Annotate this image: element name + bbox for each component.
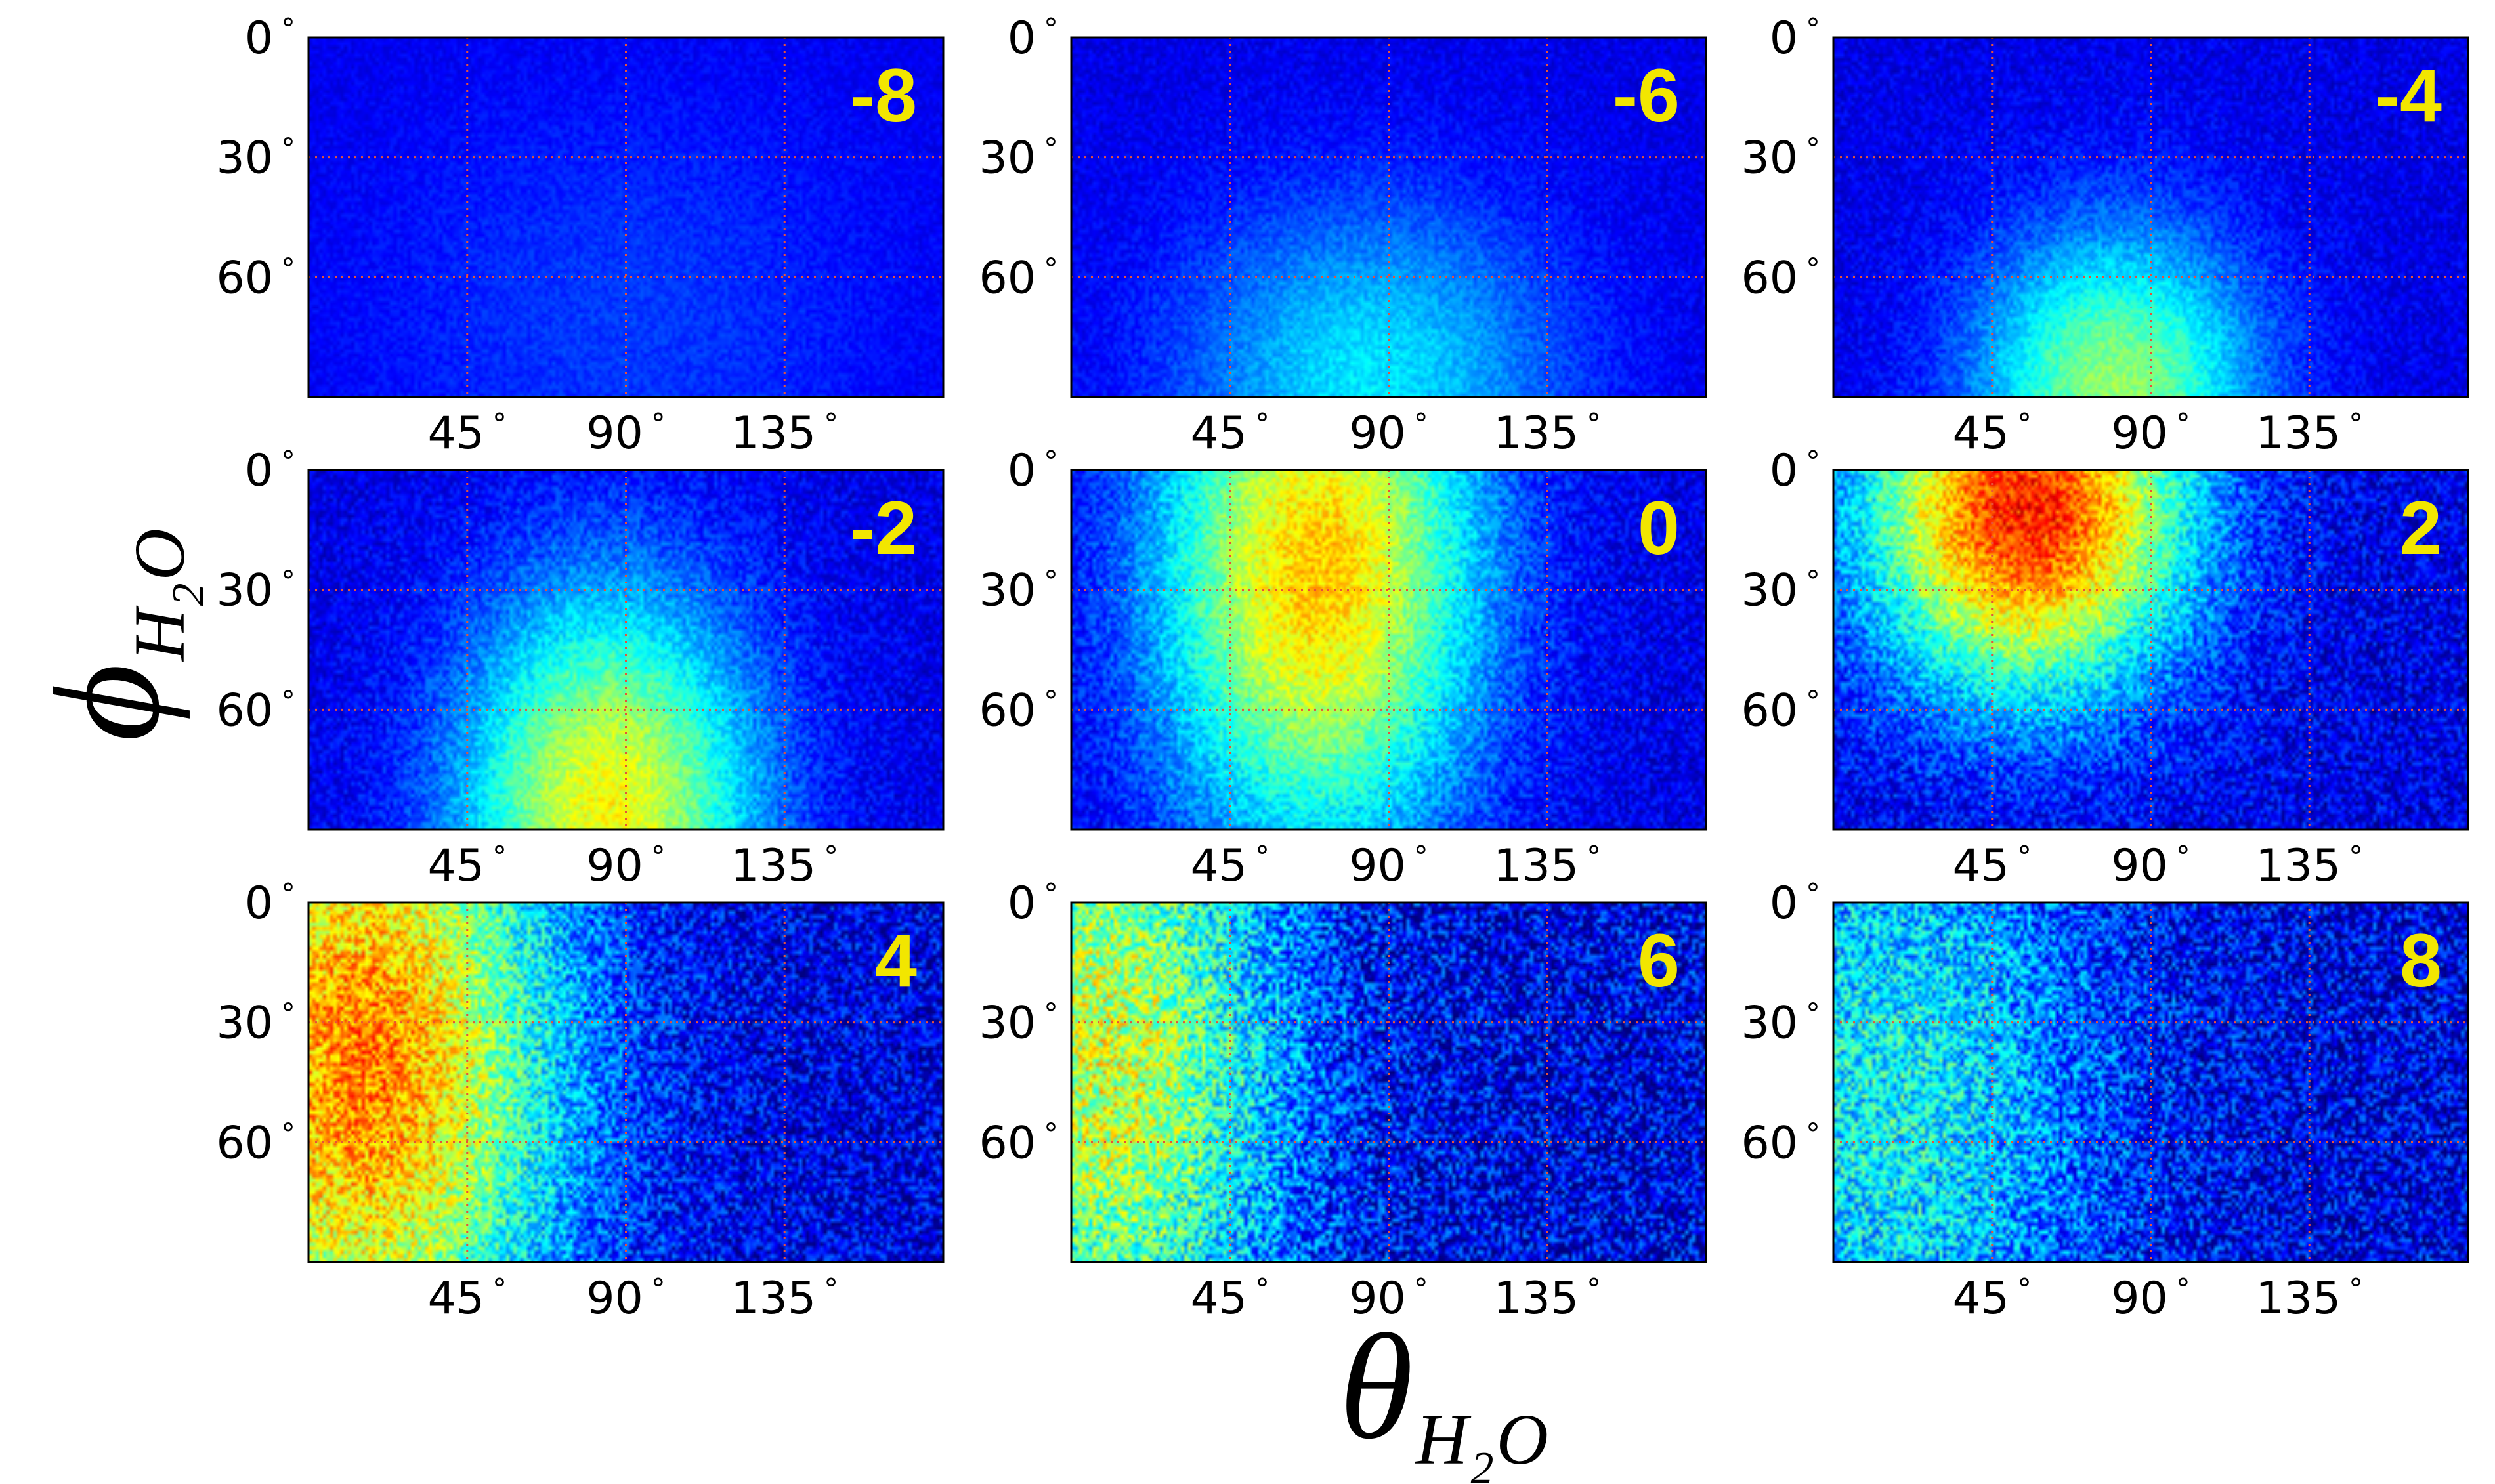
x-axis-label-subscript-o: O [1496,1399,1548,1479]
x-tick-label: 135 ° [2255,1273,2363,1325]
x-tick-label: 90 ° [1349,408,1428,459]
x-axis-label-subscript-h: H [1415,1399,1472,1479]
x-tick-label: 45 ° [1952,408,2032,459]
panel-frame [1070,469,1707,831]
x-tick-label: 90 ° [2111,408,2190,459]
y-tick-label: 0 ° [1008,12,1058,64]
y-tick-label: 30 ° [1741,565,1820,617]
x-tick-label: 45 ° [1952,840,2032,892]
panel-frame [1832,36,2469,398]
x-tick-label: 90 ° [2111,840,2190,892]
panel-label: 0 [1638,486,1680,570]
panel-label: -6 [1613,54,1680,138]
heatmap-panel: 45 ° 90 ° 135 ° 0 ° 30 ° 60 ° -2 [216,445,945,892]
x-tick-label: 90 ° [2111,1273,2190,1325]
panel-frame [307,469,945,831]
y-tick-label: 30 ° [1741,998,1820,1049]
x-axis-label: θ H 2 O [1339,1303,1548,1484]
x-tick-label: 45 ° [1190,840,1269,892]
y-tick-label: 60 ° [1741,252,1820,304]
panel-frame [1832,469,2469,831]
panel-frame [1070,36,1707,398]
y-axis-label-subscript-o: O [119,528,200,580]
x-tick-label: 90 ° [586,408,666,459]
panel-frame [307,901,945,1263]
heatmap-panel: 45 ° 90 ° 135 ° 0 ° 30 ° 60 ° 4 [216,878,945,1325]
y-tick-label: 60 ° [979,1117,1058,1169]
x-tick-label: 90 ° [586,840,666,892]
y-tick-label: 60 ° [1741,685,1820,736]
y-tick-label: 0 ° [245,445,295,497]
x-tick-label: 45 ° [1952,1273,2032,1325]
y-axis-label: ϕ H 2 O [23,528,214,742]
y-tick-label: 60 ° [216,252,295,304]
y-tick-label: 60 ° [979,685,1058,736]
x-tick-label: 90 ° [586,1273,666,1325]
x-tick-label: 45 ° [427,408,507,459]
y-tick-label: 60 ° [979,252,1058,304]
x-tick-label: 90 ° [1349,1273,1428,1325]
x-tick-label: 135 ° [731,408,838,459]
y-tick-label: 0 ° [245,878,295,929]
heatmap-panel: 45 ° 90 ° 135 ° 0 ° 30 ° 60 ° 6 [979,878,1707,1325]
x-tick-label: 135 ° [1493,408,1601,459]
heatmap-panel: 45 ° 90 ° 135 ° 0 ° 30 ° 60 ° -8 [216,12,945,459]
y-tick-label: 0 ° [1770,878,1820,929]
x-axis-label-symbol: θ [1339,1303,1413,1470]
panel-frame [1070,901,1707,1263]
y-tick-label: 0 ° [1008,878,1058,929]
heatmap-panel: 45 ° 90 ° 135 ° 0 ° 30 ° 60 ° 8 [1741,878,2469,1325]
y-tick-label: 60 ° [1741,1117,1820,1169]
y-tick-label: 0 ° [1770,12,1820,64]
y-tick-label: 60 ° [216,685,295,736]
x-tick-label: 135 ° [2255,408,2363,459]
panel-frame [1832,901,2469,1263]
y-tick-label: 60 ° [216,1117,295,1169]
panel-label: 6 [1638,919,1680,1003]
x-tick-label: 135 ° [731,1273,838,1325]
x-axis-label-subscript-2: 2 [1470,1443,1493,1484]
panel-label: -8 [850,54,917,138]
y-tick-label: 30 ° [979,998,1058,1049]
x-tick-label: 135 ° [2255,840,2363,892]
x-tick-label: 45 ° [1190,408,1269,459]
heatmap-panel: 45 ° 90 ° 135 ° 0 ° 30 ° 60 ° -4 [1741,12,2469,459]
y-axis-label-symbol: ϕ [23,664,190,742]
x-tick-label: 45 ° [427,1273,507,1325]
y-tick-label: 0 ° [245,12,295,64]
y-axis-label-subscript-h: H [119,605,200,662]
panel-label: -2 [850,486,917,570]
panel-label: -4 [2375,54,2442,138]
x-tick-label: 135 ° [1493,1273,1601,1325]
y-tick-label: 30 ° [216,998,295,1049]
y-tick-label: 30 ° [979,133,1058,184]
heatmap-panel: 45 ° 90 ° 135 ° 0 ° 30 ° 60 ° 0 [979,445,1707,892]
y-tick-label: 0 ° [1008,445,1058,497]
panel-label: 2 [2400,486,2442,570]
x-tick-label: 135 ° [1493,840,1601,892]
heatmap-panel: 45 ° 90 ° 135 ° 0 ° 30 ° 60 ° -6 [979,12,1707,459]
x-tick-label: 135 ° [731,840,838,892]
x-tick-label: 90 ° [1349,840,1428,892]
y-tick-label: 30 ° [216,565,295,617]
heatmap-panel: 45 ° 90 ° 135 ° 0 ° 30 ° 60 ° 2 [1741,445,2469,892]
panel-label: 8 [2400,919,2442,1003]
x-tick-label: 45 ° [427,840,507,892]
x-tick-label: 45 ° [1190,1273,1269,1325]
panel-label: 4 [875,919,917,1003]
panel-frame [307,36,945,398]
y-tick-label: 30 ° [1741,133,1820,184]
y-axis-label-subscript-2: 2 [163,583,214,606]
panel-grid: 45 ° 90 ° 135 °0 °30 °60 °-845 ° 90 ° 135 °0 °30 °60 °-6… [216,12,2469,1325]
y-tick-label: 30 ° [216,133,295,184]
y-tick-label: 30 ° [979,565,1058,617]
y-tick-label: 0 ° [1770,445,1820,497]
